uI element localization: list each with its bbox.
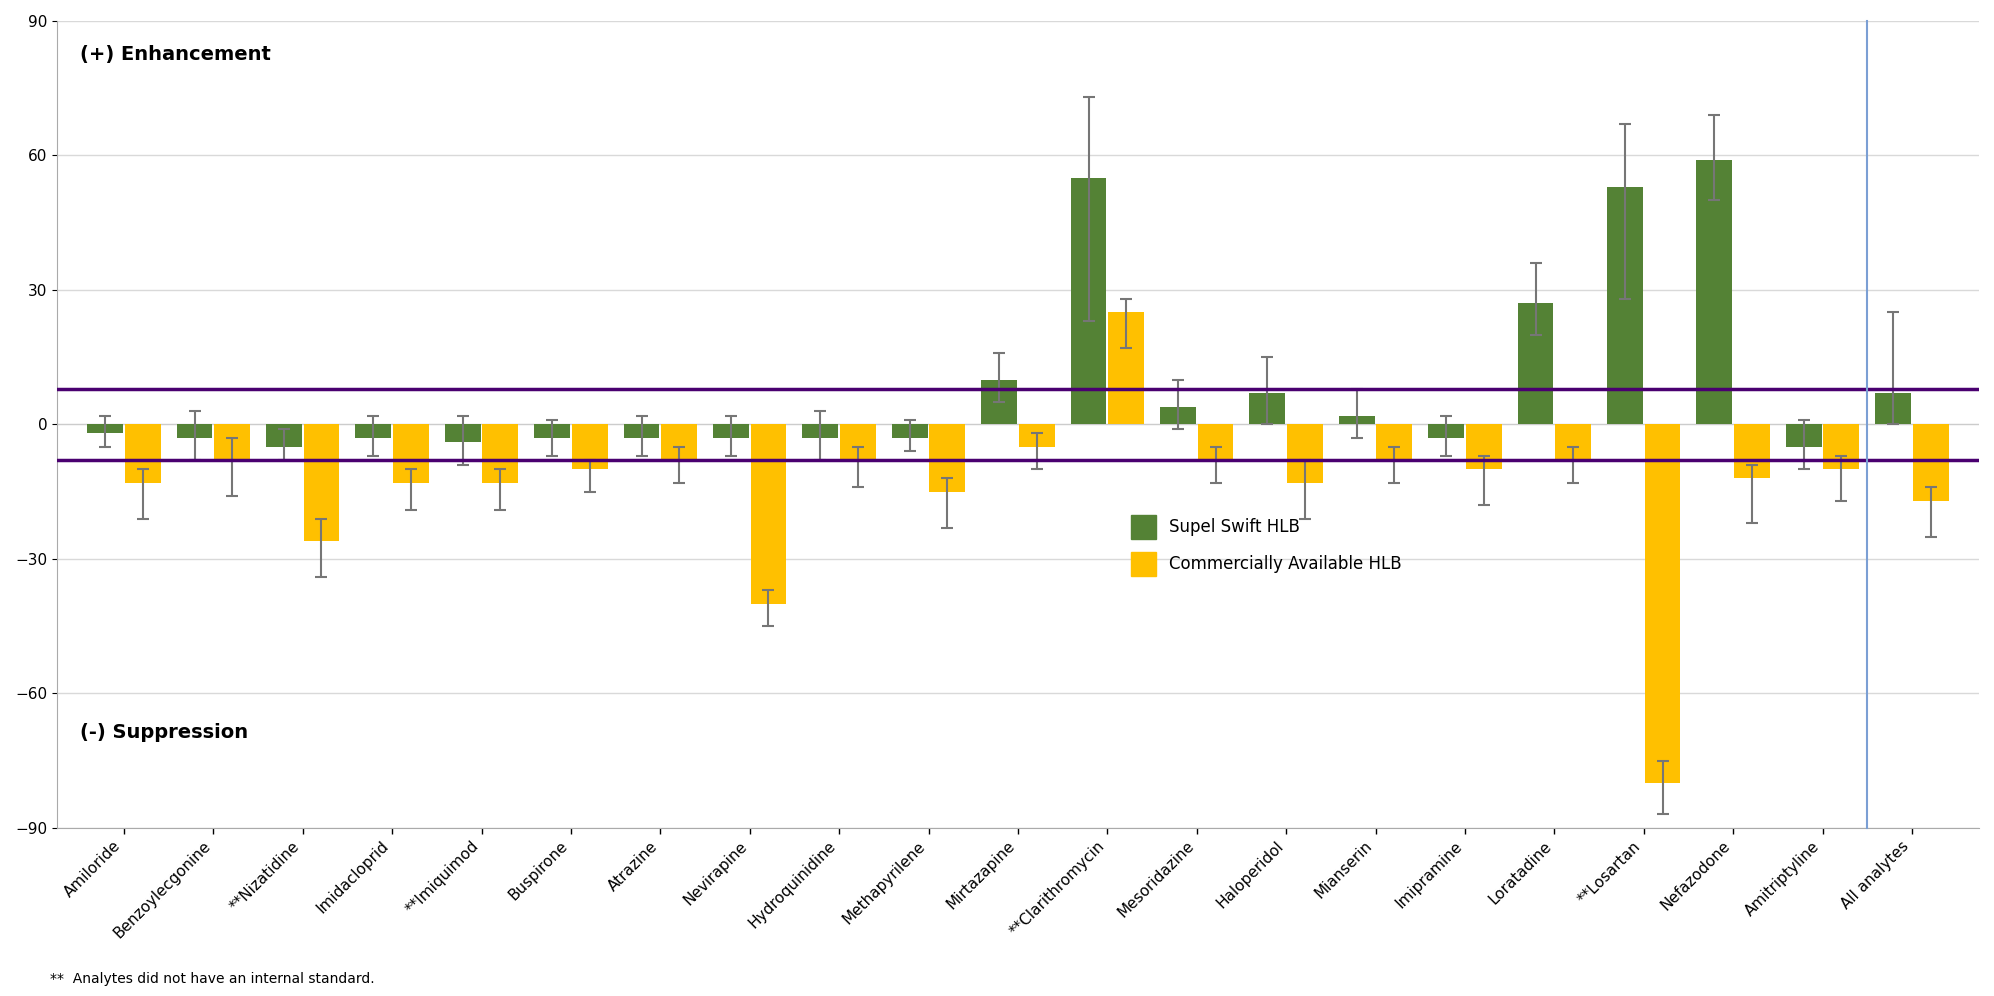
Bar xyxy=(1787,424,1823,447)
Bar xyxy=(445,424,481,442)
Bar xyxy=(1376,424,1412,460)
Bar xyxy=(1555,424,1591,460)
Bar xyxy=(1250,393,1286,424)
Bar xyxy=(572,424,608,469)
Bar xyxy=(303,424,339,541)
Bar xyxy=(1428,424,1464,438)
Bar xyxy=(1735,424,1771,478)
Bar xyxy=(126,424,162,483)
Legend: Supel Swift HLB, Commercially Available HLB: Supel Swift HLB, Commercially Available … xyxy=(1123,507,1410,584)
Bar xyxy=(624,424,660,438)
Bar xyxy=(1286,424,1322,483)
Text: (-) Suppression: (-) Suppression xyxy=(80,723,247,742)
Bar xyxy=(981,379,1017,424)
Bar xyxy=(891,424,927,438)
Bar xyxy=(714,424,750,438)
Bar xyxy=(88,424,124,433)
Bar xyxy=(1019,424,1055,447)
Bar xyxy=(1645,424,1681,783)
Bar xyxy=(1874,393,1910,424)
Bar xyxy=(1109,313,1145,424)
Bar xyxy=(355,424,391,438)
Bar xyxy=(839,424,875,460)
Bar xyxy=(929,424,965,492)
Bar xyxy=(1607,187,1643,424)
Bar xyxy=(213,424,249,460)
Bar xyxy=(802,424,837,438)
Bar xyxy=(662,424,698,460)
Bar xyxy=(1071,178,1107,424)
Bar xyxy=(1466,424,1501,469)
Bar xyxy=(1823,424,1858,469)
Bar xyxy=(265,424,301,447)
Bar xyxy=(1912,424,1948,501)
Bar xyxy=(1697,160,1733,424)
Bar xyxy=(1161,406,1196,424)
Bar xyxy=(1338,415,1374,424)
Bar xyxy=(534,424,570,438)
Bar xyxy=(1517,304,1553,424)
Text: **  Analytes did not have an internal standard.: ** Analytes did not have an internal sta… xyxy=(50,972,375,986)
Bar xyxy=(1198,424,1234,460)
Bar xyxy=(393,424,429,483)
Bar xyxy=(483,424,518,483)
Bar xyxy=(177,424,213,438)
Bar xyxy=(750,424,786,604)
Text: (+) Enhancement: (+) Enhancement xyxy=(80,45,271,64)
